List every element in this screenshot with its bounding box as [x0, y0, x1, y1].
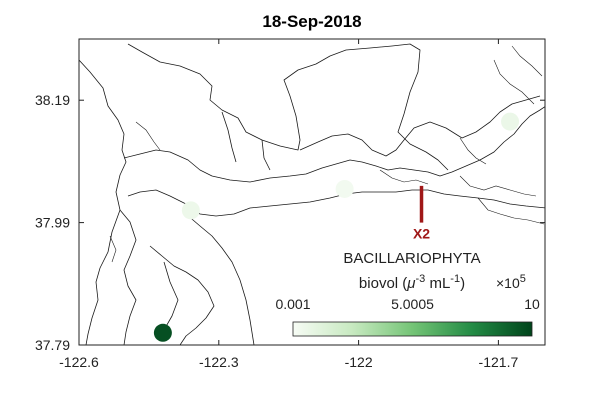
x-tick-label: -122.6 — [59, 354, 99, 370]
axes-frame — [78, 38, 546, 346]
colorbar — [292, 321, 533, 337]
x-tick-label: -122 — [345, 354, 373, 370]
x-tick-label: -122.3 — [199, 354, 239, 370]
colorbar-title: BACILLARIOPHYTA — [343, 250, 480, 267]
x-axis-ticks: -122.6 -122.3 -122 -121.7 — [59, 39, 518, 370]
map-title: 18-Sep-2018 — [262, 12, 361, 31]
colorbar-tick-label: 5.0005 — [391, 296, 434, 312]
colorbar-tick-labels: 0.001 5.0005 10 — [275, 296, 540, 312]
sample-point — [335, 179, 354, 198]
colorbar-tick-label: 10 — [524, 296, 540, 312]
sample-points — [153, 112, 520, 342]
sample-point — [181, 201, 200, 220]
x-tick-label: -121.7 — [479, 354, 519, 370]
y-axis-ticks: 37.79 37.99 38.19 — [35, 92, 545, 353]
colorbar-tick-label: 0.001 — [275, 296, 310, 312]
y-tick-label: 38.19 — [35, 92, 70, 108]
colorbar-multiplier: ×105 — [496, 273, 526, 291]
sample-point — [501, 112, 520, 131]
y-tick-label: 37.99 — [35, 215, 70, 231]
sample-point — [153, 323, 172, 342]
x2-marker-label: X2 — [413, 226, 430, 242]
coastline — [79, 43, 545, 345]
y-tick-label: 37.79 — [35, 337, 70, 353]
colorbar-units: biovol (μ-3 mL-1) — [359, 273, 465, 292]
